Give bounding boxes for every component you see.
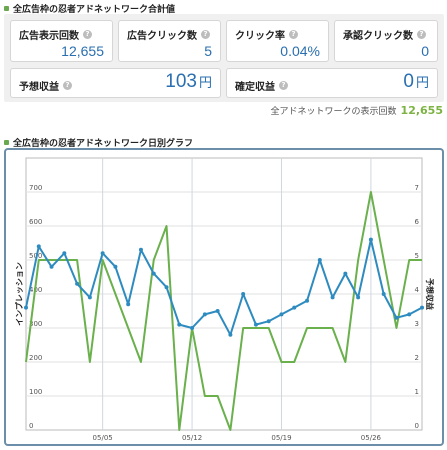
- impressions-data-point: [420, 305, 424, 310]
- clicks-value: 5: [204, 43, 212, 59]
- y2-tick-label: 2: [415, 354, 419, 362]
- impressions-data-point: [151, 271, 156, 276]
- y-tick-label: 600: [29, 218, 42, 226]
- impressions-data-point: [241, 292, 246, 296]
- y2-tick-label: 0: [415, 422, 419, 430]
- impressions-data-point: [113, 264, 118, 269]
- impressions-data-point: [126, 302, 131, 307]
- y-axis-title: インプレッション: [14, 262, 24, 326]
- impressions-data-point: [62, 251, 67, 256]
- impressions-data-point: [177, 322, 182, 327]
- x-tick-label: 05/26: [361, 434, 382, 442]
- impressions-data-point: [279, 312, 284, 317]
- x-tick-label: 05/05: [93, 434, 113, 442]
- impressions-data-point: [368, 237, 373, 242]
- impressions-data-point: [164, 285, 169, 290]
- impressions-data-point: [36, 244, 41, 249]
- total-impressions-row: 全アドネットワークの表示回数 12,655: [271, 104, 443, 117]
- summary-panel: 広告表示回数? 12,655 広告クリック数? 5 クリック率? 0.04% 承…: [4, 14, 444, 102]
- impressions-data-point: [24, 305, 28, 310]
- impressions-data-point: [228, 332, 233, 337]
- help-icon[interactable]: ?: [289, 30, 298, 39]
- help-icon[interactable]: ?: [279, 81, 288, 90]
- y-tick-label: 200: [29, 354, 42, 362]
- estimated-revenue-card: 予想収益? 103 円: [10, 68, 221, 98]
- impressions-data-point: [305, 298, 310, 303]
- confirmed-revenue-label: 確定収益?: [235, 78, 288, 93]
- summary-title-text: 全広告枠の忍者アドネットワーク合計値: [13, 5, 176, 15]
- approved-clicks-value: 0: [421, 43, 429, 59]
- approved-clicks-label: 承認クリック数?: [343, 27, 426, 42]
- impressions-data-point: [87, 295, 92, 300]
- impressions-series-line: [25, 238, 423, 336]
- bullet-icon: [4, 140, 9, 145]
- approved-clicks-card: 承認クリック数? 0: [334, 20, 438, 62]
- y-tick-label: 100: [29, 388, 42, 396]
- x-tick-label: 05/19: [271, 434, 291, 442]
- y-tick-label: 500: [29, 252, 42, 260]
- impressions-data-point: [343, 271, 348, 276]
- impressions-data-point: [407, 312, 412, 317]
- impressions-data-point: [292, 305, 297, 310]
- y-tick-label: 0: [29, 422, 33, 430]
- impressions-data-point: [138, 247, 143, 252]
- ctr-label: クリック率?: [235, 27, 298, 42]
- ctr-value: 0.04%: [280, 43, 320, 59]
- impressions-data-point: [190, 326, 195, 330]
- y2-axis-title: 予想収益: [425, 278, 435, 310]
- impressions-data-point: [253, 322, 258, 327]
- impressions-data-point: [330, 295, 335, 300]
- revenue-series-line: [25, 191, 422, 431]
- impressions-data-point: [317, 258, 322, 262]
- impressions-value: 12,655: [61, 43, 104, 59]
- total-value: 12,655: [400, 104, 443, 117]
- impressions-data-point: [266, 319, 271, 324]
- y2-tick-label: 1: [415, 388, 419, 396]
- y2-tick-label: 3: [415, 320, 419, 328]
- total-label: 全アドネットワークの表示回数: [270, 107, 397, 117]
- impressions-card: 広告表示回数? 12,655: [10, 20, 113, 62]
- x-tick-label: 05/12: [182, 434, 202, 442]
- impressions-data-point: [75, 281, 80, 286]
- impressions-data-point: [394, 315, 399, 320]
- help-icon[interactable]: ?: [417, 30, 426, 39]
- y2-tick-label: 6: [415, 218, 420, 226]
- estimated-revenue-label: 予想収益?: [19, 78, 72, 93]
- summary-section-title: 全広告枠の忍者アドネットワーク合計値: [4, 2, 175, 15]
- graph-section-title: 全広告枠の忍者アドネットワーク日別グラフ: [4, 136, 193, 149]
- estimated-revenue-value: 103 円: [165, 71, 212, 92]
- help-icon[interactable]: ?: [201, 30, 210, 39]
- help-icon[interactable]: ?: [83, 30, 92, 39]
- graph-title-text: 全広告枠の忍者アドネットワーク日別グラフ: [13, 139, 194, 149]
- clicks-label: 広告クリック数?: [127, 27, 210, 42]
- impressions-label: 広告表示回数?: [19, 27, 92, 42]
- y2-tick-label: 4: [415, 286, 420, 294]
- impressions-data-point: [381, 292, 386, 296]
- help-icon[interactable]: ?: [63, 81, 72, 90]
- y2-tick-label: 5: [415, 252, 419, 260]
- impressions-data-point: [49, 264, 54, 269]
- impressions-data-point: [100, 251, 105, 256]
- impressions-data-point: [356, 295, 361, 300]
- y2-tick-label: 7: [415, 184, 419, 192]
- impressions-data-point: [215, 309, 220, 313]
- ctr-card: クリック率? 0.04%: [226, 20, 329, 62]
- impressions-data-point: [202, 312, 207, 317]
- clicks-card: 広告クリック数? 5: [118, 20, 221, 62]
- bullet-icon: [4, 6, 9, 11]
- y-tick-label: 300: [29, 320, 42, 328]
- y-tick-label: 700: [29, 184, 42, 192]
- daily-chart: 0 100 200 300 400 500 600 700 0 1 2 3 4 5 6 7 05/05 05/12…: [4, 148, 444, 446]
